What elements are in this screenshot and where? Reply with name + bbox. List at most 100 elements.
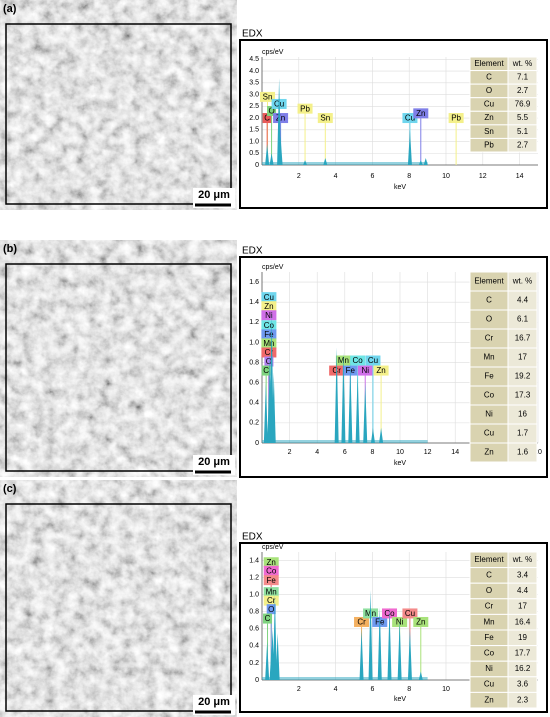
y-tick-label: 0 <box>255 162 259 169</box>
table-value: 5.1 <box>517 127 529 136</box>
element-tag <box>263 613 273 624</box>
table-element: C <box>486 72 492 81</box>
element-tag-label: Cu <box>368 356 378 365</box>
edx-title: EDX <box>242 246 263 257</box>
element-tag-label: Zn <box>376 366 385 375</box>
table-value: 1.7 <box>517 429 529 438</box>
x-tick-label: 20 <box>534 449 542 456</box>
element-tag <box>402 113 418 124</box>
table-value: 17.7 <box>515 649 531 658</box>
x-tick-label: 4 <box>334 686 338 693</box>
element-tag <box>261 329 277 340</box>
element-tag-label: O <box>268 605 274 614</box>
peak <box>379 427 384 443</box>
table-value: 17 <box>518 353 527 362</box>
y-tick-label: 0.6 <box>249 626 259 633</box>
element-tag <box>297 103 313 114</box>
table-header: Element <box>474 277 504 286</box>
y-tick-label: 0.2 <box>249 420 259 427</box>
sem-image <box>0 0 237 210</box>
peak <box>407 129 412 165</box>
element-tag-label: Zn <box>416 109 425 118</box>
element-tag-label: Mn <box>263 339 274 348</box>
table-element: Cu <box>484 429 494 438</box>
element-tag <box>261 292 277 303</box>
panel-label: (a) <box>3 3 17 15</box>
table-value: 16 <box>518 410 527 419</box>
x-tick-label: 14 <box>451 449 459 456</box>
table-element: Fe <box>484 372 494 381</box>
y-tick-label: 0.8 <box>249 359 259 366</box>
table-header: Element <box>474 555 504 564</box>
element-tag-label: Ni <box>265 311 273 320</box>
table-header: wt. % <box>512 59 533 68</box>
edx-title: EDX <box>242 29 263 40</box>
element-tag <box>261 310 277 321</box>
element-tag <box>263 575 279 586</box>
panel-label: (c) <box>3 483 17 495</box>
table-cell <box>507 442 538 463</box>
peak <box>363 382 368 443</box>
x-tick-label: 12 <box>424 449 432 456</box>
x-tick-label: 12 <box>479 173 487 180</box>
table-cell <box>507 137 538 153</box>
element-tag-label: Sn <box>320 114 330 123</box>
area-marker <box>5 23 232 205</box>
y-tick-label: 1.0 <box>249 138 259 145</box>
x-tick-label: 10 <box>396 449 404 456</box>
element-tag-label: Sn <box>263 93 273 102</box>
table-value: 16.4 <box>515 617 531 626</box>
y-tick-label: 0.2 <box>249 660 259 667</box>
element-tag <box>261 320 277 331</box>
element-tag-label: C <box>263 366 269 375</box>
y-tick-label: 1.5 <box>249 127 259 134</box>
element-tag-label: Fe <box>267 576 277 585</box>
table-value: 1.6 <box>517 448 529 457</box>
table-value: 17 <box>518 602 527 611</box>
element-tag <box>260 91 276 102</box>
table-cell <box>507 691 538 709</box>
table-value: 17.3 <box>515 391 531 400</box>
y-axis-label: cps/eV <box>262 544 284 551</box>
x-tick-label: 6 <box>343 449 347 456</box>
element-tag-label: Zn <box>416 618 425 627</box>
y-tick-label: 0 <box>255 677 259 684</box>
peak <box>407 628 412 680</box>
element-tag-label: C <box>265 614 271 623</box>
table-element: Mn <box>483 617 494 626</box>
area-marker <box>5 503 232 712</box>
table-element: Co <box>484 649 495 658</box>
peak <box>377 607 382 680</box>
element-tag-label: Co <box>353 356 364 365</box>
table-element: C <box>486 296 492 305</box>
table-element: O <box>486 315 492 324</box>
element-tag-label: Cu <box>264 293 274 302</box>
table-element: Co <box>484 391 495 400</box>
edx-title: EDX <box>242 532 263 543</box>
peak <box>272 594 277 680</box>
peak <box>265 641 270 680</box>
peak <box>334 347 339 443</box>
peak <box>397 620 402 680</box>
x-tick-label: 6 <box>370 173 374 180</box>
peak <box>368 590 373 680</box>
y-tick-label: 1.4 <box>249 557 259 564</box>
y-axis-label: cps/eV <box>262 49 284 56</box>
panel-label: (b) <box>3 243 17 255</box>
peak <box>278 136 283 165</box>
table-element: Cu <box>484 100 494 109</box>
element-tag <box>263 595 279 606</box>
x-tick-label: 8 <box>370 449 374 456</box>
element-tag <box>354 616 370 627</box>
sem-image <box>0 240 237 477</box>
x-tick-label: 8 <box>407 686 411 693</box>
x-tick-label: 4 <box>315 449 319 456</box>
peak <box>265 143 270 165</box>
y-axis-label: cps/eV <box>262 264 284 271</box>
y-tick-label: 2.0 <box>249 115 259 122</box>
element-tag-label: Mn <box>266 588 277 597</box>
y-tick-label: 1.2 <box>249 319 259 326</box>
element-tag-label: Fe <box>346 366 356 375</box>
x-tick-label: 2 <box>297 686 301 693</box>
